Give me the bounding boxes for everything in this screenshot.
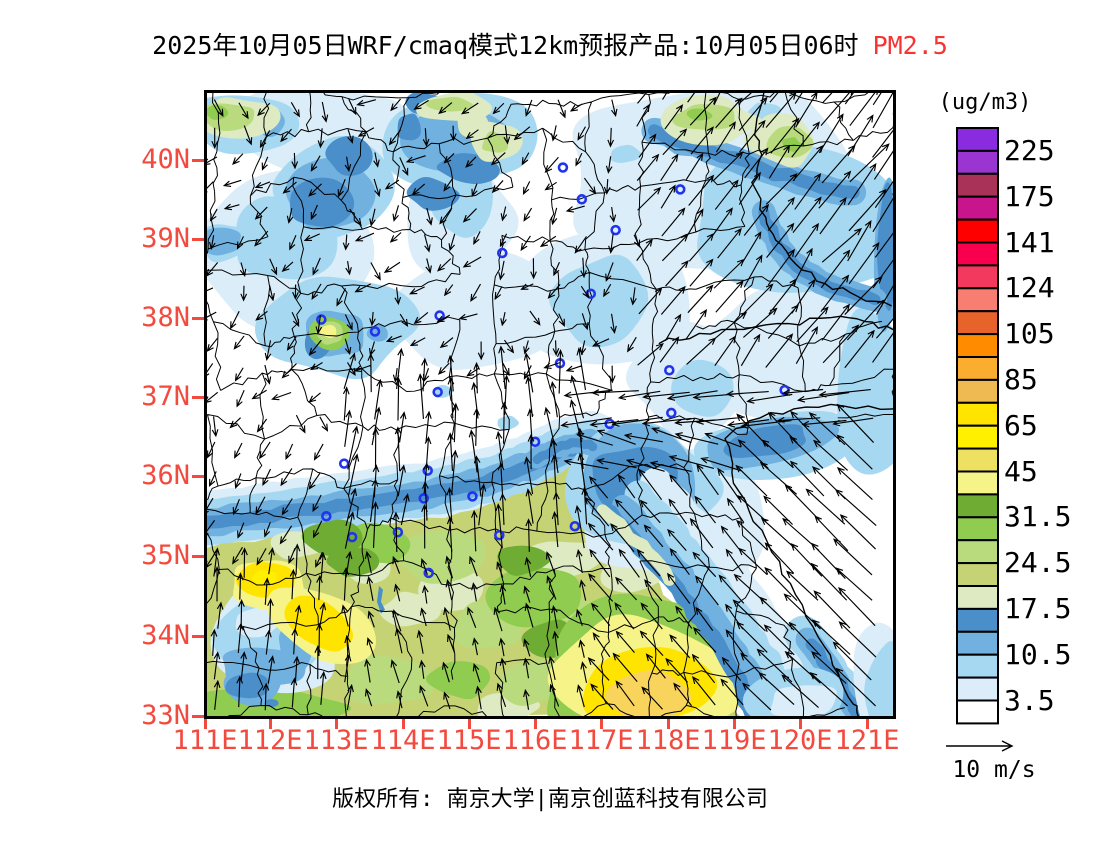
page-title: 2025年10月05日WRF/cmaq模式12km预报产品:10月05日06时 P… — [0, 26, 1100, 62]
latitude-label: 34N — [141, 620, 190, 651]
colorbar-cell — [956, 310, 999, 336]
colorbar-cell — [956, 562, 999, 588]
colorbar-cell — [956, 653, 999, 679]
wind-vectors-layer — [207, 93, 893, 711]
colorbar-cell — [956, 241, 999, 267]
colorbar-cell — [956, 585, 999, 610]
colorbar-tick-label: 124 — [1004, 271, 1055, 305]
longitude-tick — [799, 719, 802, 729]
colorbar — [956, 127, 999, 725]
latitude-tick — [192, 635, 204, 638]
colorbar-cell — [956, 539, 999, 565]
colorbar-tick-label: 175 — [1004, 179, 1055, 213]
copyright-text: 版权所有: 南京大学|南京创蓝科技有限公司 — [332, 787, 768, 812]
colorbar-cell — [956, 149, 999, 175]
pm25-map-canvas — [207, 93, 893, 716]
colorbar-tick-label: 24.5 — [1004, 546, 1072, 580]
wind-scale-label: 10 m/s — [952, 757, 1036, 783]
colorbar-cell — [956, 333, 999, 359]
colorbar-tick-label: 65 — [1004, 408, 1038, 442]
page-title-text: 2025年10月05日WRF/cmaq模式12km预报产品:10月05日06时 — [152, 31, 859, 60]
longitude-tick — [402, 719, 405, 729]
latitude-label: 35N — [141, 540, 190, 571]
latitude-tick — [192, 159, 204, 162]
colorbar-tick-label: 141 — [1004, 225, 1055, 259]
colorbar-cell — [956, 676, 999, 702]
latitude-tick — [192, 475, 204, 478]
colorbar-unit-label: (ug/m3) — [938, 90, 1032, 115]
colorbar-tick-label: 3.5 — [1004, 683, 1055, 717]
longitude-label: 121E — [834, 725, 900, 756]
colorbar-cell — [956, 699, 999, 725]
latitude-label: 39N — [141, 223, 190, 254]
longitude-label: 112E — [237, 725, 303, 756]
longitude-label: 114E — [370, 725, 436, 756]
longitude-label: 120E — [767, 725, 833, 756]
colorbar-tick-label: 225 — [1004, 133, 1055, 167]
colorbar-tick-label: 45 — [1004, 454, 1038, 488]
longitude-label: 111E — [172, 725, 238, 756]
colorbar-cell — [956, 607, 999, 633]
longitude-label: 113E — [303, 725, 369, 756]
latitude-tick — [192, 238, 204, 241]
colorbar-tick-label: 17.5 — [1004, 591, 1072, 625]
longitude-label: 115E — [436, 725, 502, 756]
longitude-tick — [733, 719, 736, 729]
colorbar-cell — [956, 447, 999, 473]
latitude-tick — [192, 396, 204, 399]
longitude-tick — [667, 719, 670, 729]
colorbar-cell — [956, 356, 999, 381]
wind-scale-arrow — [946, 740, 1014, 752]
colorbar-cell — [956, 424, 999, 450]
longitude-tick — [534, 719, 537, 729]
latitude-label: 33N — [141, 700, 190, 731]
pollutant-label: PM2.5 — [872, 31, 948, 60]
longitude-tick — [866, 719, 869, 729]
colorbar-tick-label: 31.5 — [1004, 500, 1072, 534]
map-frame — [204, 90, 896, 719]
colorbar-cell — [956, 493, 999, 519]
colorbar-cell — [956, 264, 999, 290]
longitude-label: 118E — [635, 725, 701, 756]
colorbar-cell — [956, 516, 999, 542]
longitude-label: 119E — [701, 725, 767, 756]
latitude-label: 37N — [141, 381, 190, 412]
latitude-tick — [192, 317, 204, 320]
colorbar-cell — [956, 378, 999, 404]
colorbar-cell — [956, 470, 999, 496]
latitude-label: 40N — [141, 144, 190, 175]
longitude-tick — [600, 719, 603, 729]
longitude-label: 116E — [502, 725, 568, 756]
latitude-label: 36N — [141, 460, 190, 491]
colorbar-cell — [956, 218, 999, 244]
latitude-tick — [192, 715, 204, 718]
colorbar-tick-label: 105 — [1004, 317, 1055, 351]
colorbar-cell — [956, 195, 999, 221]
colorbar-cell — [956, 172, 999, 198]
longitude-tick — [204, 719, 207, 729]
colorbar-cell — [956, 401, 999, 427]
colorbar-cell — [956, 127, 999, 152]
longitude-tick — [335, 719, 338, 729]
longitude-label: 117E — [568, 725, 634, 756]
colorbar-cell — [956, 287, 999, 313]
colorbar-tick-label: 85 — [1004, 362, 1038, 396]
latitude-label: 38N — [141, 302, 190, 333]
colorbar-tick-label: 10.5 — [1004, 637, 1072, 671]
longitude-tick — [269, 719, 272, 729]
latitude-tick — [192, 555, 204, 558]
longitude-tick — [468, 719, 471, 729]
colorbar-cell — [956, 630, 999, 656]
